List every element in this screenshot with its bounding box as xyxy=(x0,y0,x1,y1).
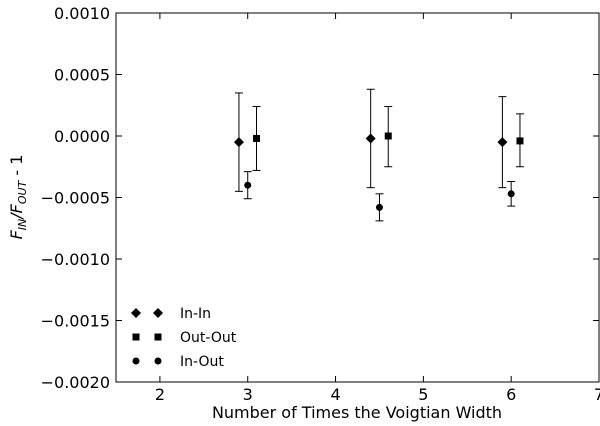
legend-marker xyxy=(131,308,141,318)
plot-area-frame xyxy=(115,12,600,383)
x-tick-label: 4 xyxy=(330,385,340,404)
data-point xyxy=(375,203,383,211)
y-tick-label: 0.0000 xyxy=(54,127,110,146)
data-point xyxy=(507,190,515,198)
y-axis-label-sub-in: IN xyxy=(16,219,29,230)
y-axis-label-suffix: - 1 xyxy=(7,155,26,181)
legend-marker xyxy=(154,357,162,365)
legend-marker xyxy=(132,333,140,341)
legend-label: In-In xyxy=(180,306,211,322)
y-tick-label: −0.0015 xyxy=(41,312,110,331)
y-axis-label-f2: /F xyxy=(7,203,26,220)
y-axis-label: FIN/FOUT - 1 xyxy=(7,155,29,240)
series-in-out xyxy=(243,171,516,222)
legend-item: In-In xyxy=(131,306,211,322)
legend-marker xyxy=(154,333,162,341)
series-in-in xyxy=(233,88,508,192)
y-tick-label: −0.0020 xyxy=(41,373,110,392)
y-tick-label: 0.0005 xyxy=(54,66,110,85)
legend-marker xyxy=(153,308,163,318)
legend: In-In Out-Out In-Out xyxy=(131,306,237,370)
y-tick-label: −0.0005 xyxy=(41,189,110,208)
y-axis-label-f1: F xyxy=(7,229,26,239)
data-point xyxy=(244,181,252,189)
data-point xyxy=(233,137,244,148)
data-point xyxy=(497,137,508,148)
legend-item: Out-Out xyxy=(132,330,237,346)
legend-label: In-Out xyxy=(180,354,224,370)
series-out-out xyxy=(252,105,524,171)
data-point xyxy=(253,134,261,142)
data-point xyxy=(365,133,376,144)
data-point xyxy=(384,132,392,140)
x-tick-label: 6 xyxy=(506,385,516,404)
y-tick-label: 0.0010 xyxy=(54,4,110,23)
legend-item: In-Out xyxy=(132,354,224,370)
x-tick-label: 7 xyxy=(594,385,600,404)
x-tick-label: 2 xyxy=(155,385,165,404)
y-axis-label-sub-out: OUT xyxy=(16,179,29,204)
x-axis-label: Number of Times the Voigtian Width xyxy=(212,403,502,422)
x-tick-label: 5 xyxy=(418,385,428,404)
axis-ticks: 2 3 4 5 6 7 0.0010 0.0005 0.0000 −0.0005 −0.0010 −0… xyxy=(41,4,600,404)
legend-label: Out-Out xyxy=(180,330,237,346)
x-tick-label: 3 xyxy=(243,385,253,404)
legend-marker xyxy=(132,357,140,365)
data-point xyxy=(516,137,524,145)
y-tick-label: −0.0010 xyxy=(41,250,110,269)
data-series xyxy=(233,88,524,222)
